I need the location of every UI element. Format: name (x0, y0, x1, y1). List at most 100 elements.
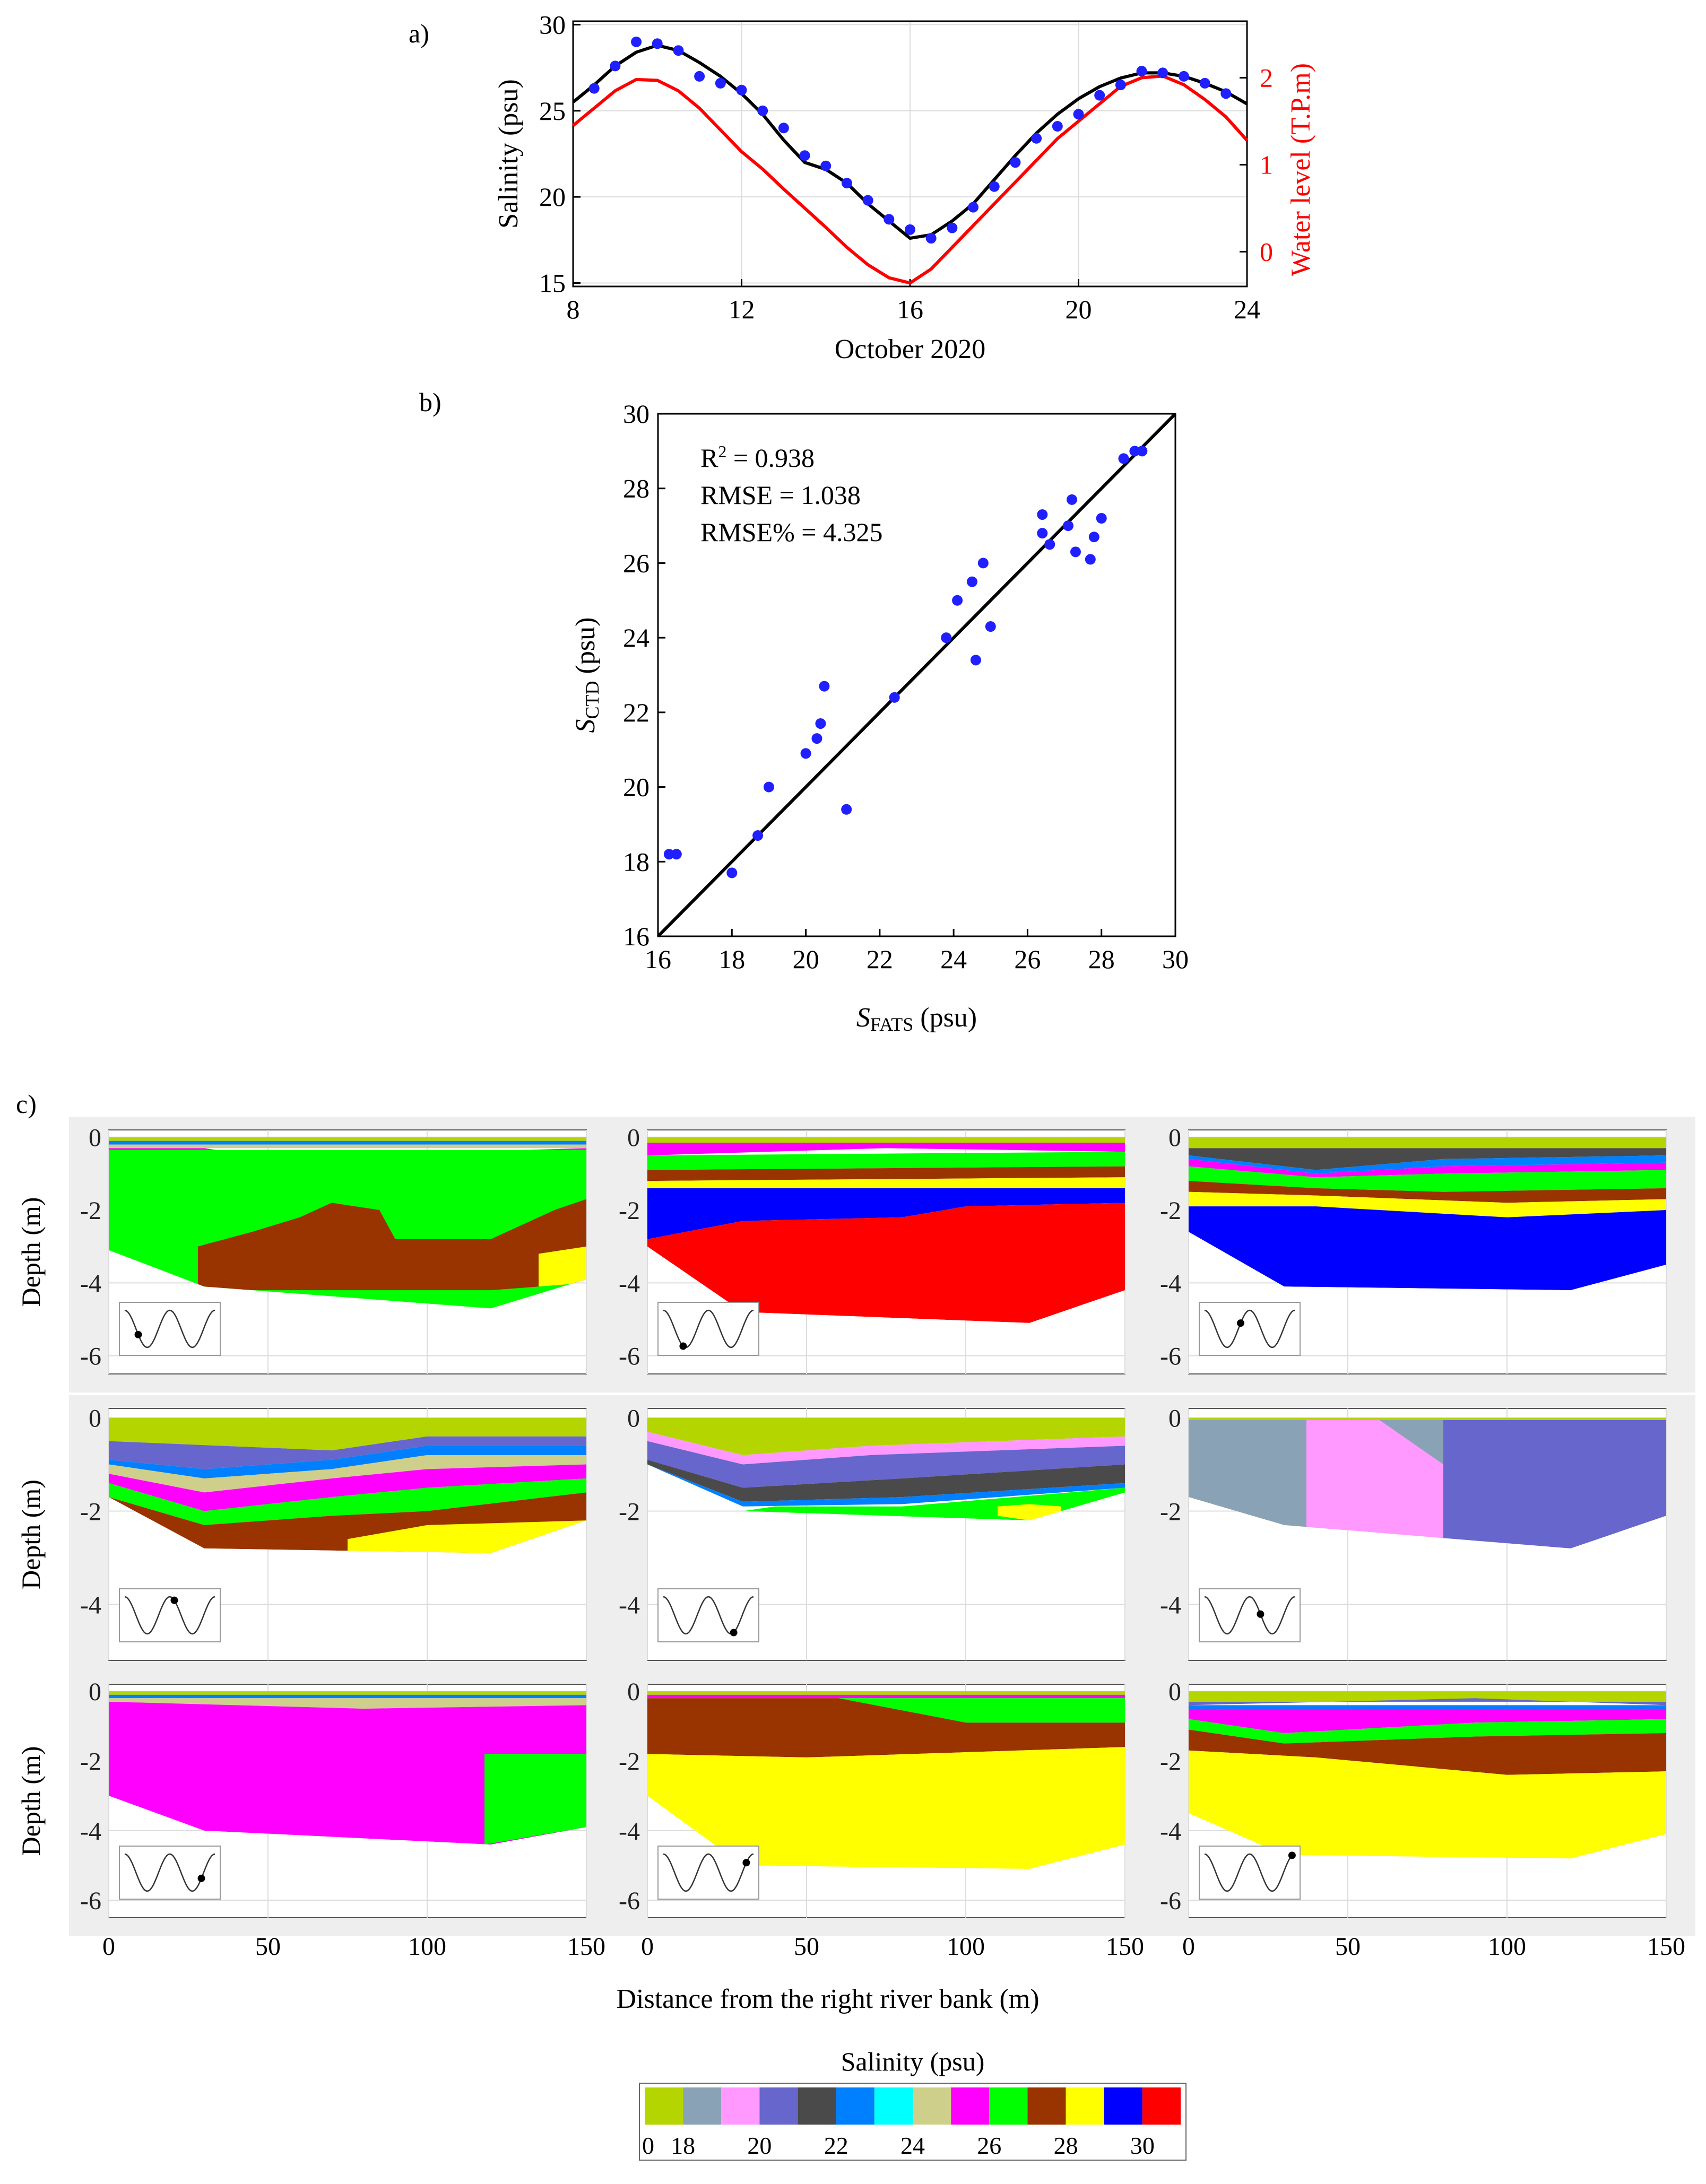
salinity-layer (1189, 1691, 1666, 1702)
scatter-point (726, 867, 738, 878)
scatter-point (800, 748, 811, 759)
salinity-layer (1189, 1698, 1666, 1706)
colorbar-swatch (913, 2087, 951, 2125)
x-tick-label: 0 (1182, 1933, 1195, 1961)
y-tick-label: -6 (1160, 1343, 1181, 1371)
ctd-point (884, 214, 895, 225)
y-right-tick-label: 0 (1260, 237, 1273, 266)
tide-wave (124, 1596, 215, 1635)
scatter-point (815, 718, 826, 729)
y-tick-label: -2 (80, 1747, 101, 1776)
scatter-point (970, 655, 981, 666)
salinity-layer (109, 1436, 586, 1469)
colorbar-tick-label: 28 (1054, 2132, 1078, 2159)
scatter-point (1037, 528, 1048, 539)
colorbar-swatch (759, 2087, 798, 2125)
ctd-point (1199, 77, 1210, 89)
x-tick-label: 150 (1106, 1933, 1144, 1961)
y-tick-label: 0 (89, 1678, 101, 1706)
x-tick-label: 12 (729, 294, 755, 324)
salinity-layer (647, 1417, 1125, 1455)
x-axis-label: SFATS (psu) (856, 1003, 977, 1035)
colorbar-swatch (989, 2087, 1028, 2125)
salinity-layer (647, 1431, 1125, 1465)
scatter-point (811, 733, 822, 744)
scatter-point (841, 804, 852, 815)
x-axis-label: Distance from the right river bank (m) (616, 1984, 1039, 2014)
section-panel-1-0: 0 -2 -4 Depth (m) (16, 1395, 616, 1679)
y-tick-label: -6 (80, 1887, 101, 1915)
salinity-line (572, 43, 1248, 240)
salinity-layer (1189, 1155, 1666, 1174)
fit-line (656, 412, 1177, 938)
y-tick-label: 18 (623, 847, 650, 876)
salinity-layer (484, 1754, 586, 1845)
tide-phase-marker (742, 1859, 750, 1867)
salinity-layer (647, 1459, 1125, 1502)
salinity-layer (1443, 1420, 1666, 1548)
scatter-point (1063, 520, 1074, 532)
tide-phase-marker (1237, 1319, 1244, 1327)
x-tick-label: 28 (1088, 944, 1115, 974)
ctd-point (1010, 157, 1021, 168)
salinity-layer (647, 1177, 1125, 1188)
annotation-rmse-pct: RMSE% = 4.325 (700, 517, 883, 547)
tide-phase-marker (170, 1596, 178, 1604)
salinity-layer (109, 1694, 586, 1699)
colorbar-frame (639, 2083, 1187, 2161)
colorbar-swatch (798, 2087, 836, 2125)
annotation-r2: R2 = 0.938 (700, 442, 815, 473)
y-tick-label: 30 (623, 399, 650, 429)
ctd-point (673, 45, 684, 56)
y-tick-label: 0 (1168, 1124, 1181, 1152)
ctd-point (1031, 133, 1042, 144)
scatter-point (952, 595, 963, 606)
tide-phase-marker (730, 1629, 738, 1637)
scatter-point (1129, 446, 1140, 457)
ctd-point (1136, 66, 1147, 77)
x-tick-label: 20 (793, 944, 819, 974)
section-layers (1189, 1691, 1666, 1859)
y-tick-label: -2 (80, 1197, 101, 1225)
colorbar-swatch (1027, 2087, 1066, 2125)
x-tick-label: 100 (1488, 1933, 1526, 1961)
colorbar-swatch (645, 2087, 683, 2125)
y-axis-label: SCTD (psu) (570, 617, 603, 733)
scatter-point (1118, 453, 1129, 464)
salinity-layer (1189, 1181, 1666, 1203)
salinity-layer (1189, 1137, 1666, 1148)
section-panel-0-0: 0 -2 -4 -6 Depth (m) (16, 1117, 616, 1393)
salinity-layer (647, 1464, 1125, 1507)
salinity-layer (1189, 1206, 1666, 1291)
salinity-layer (1189, 1417, 1666, 1420)
tide-phase-marker (1288, 1851, 1296, 1859)
section-layers (647, 1691, 1125, 1869)
panel-b-scatter: 16 18 20 22 24 26 28 30 16 18 20 22 24 26 28 30 R2 = 0.9… (570, 399, 1189, 1035)
panel-c-label: c) (16, 1089, 37, 1119)
ctd-point (820, 160, 832, 171)
y-tick-label: -2 (1160, 1747, 1181, 1776)
section-panel-0-2: 0 -2 -4 -6 (1149, 1117, 1695, 1393)
y-axis-label: Depth (m) (16, 1480, 46, 1589)
colorbar-tick-label: 0 (642, 2132, 654, 2159)
colorbar-tick-label: 30 (1130, 2132, 1155, 2159)
salinity-layer (109, 1691, 586, 1695)
scatter-point (985, 621, 996, 632)
ctd-point (862, 195, 873, 206)
salinity-layer (1189, 1148, 1666, 1170)
y-tick-label: -6 (80, 1343, 101, 1371)
ctd-point (610, 60, 621, 72)
colorbar-swatch (683, 2087, 722, 2125)
y-tick-label: 25 (539, 96, 566, 126)
y-tick-label: 20 (623, 772, 650, 802)
x-tick-label: 30 (1162, 944, 1189, 974)
salinity-layer (348, 1520, 586, 1553)
y-tick-label: -2 (1160, 1197, 1181, 1225)
y-axis-label: Depth (m) (16, 1746, 46, 1856)
tide-wave (1204, 1309, 1295, 1348)
tide-phase-marker (134, 1330, 142, 1338)
salinity-layer (109, 1478, 586, 1525)
ctd-point (925, 233, 937, 244)
ctd-point (715, 77, 726, 89)
